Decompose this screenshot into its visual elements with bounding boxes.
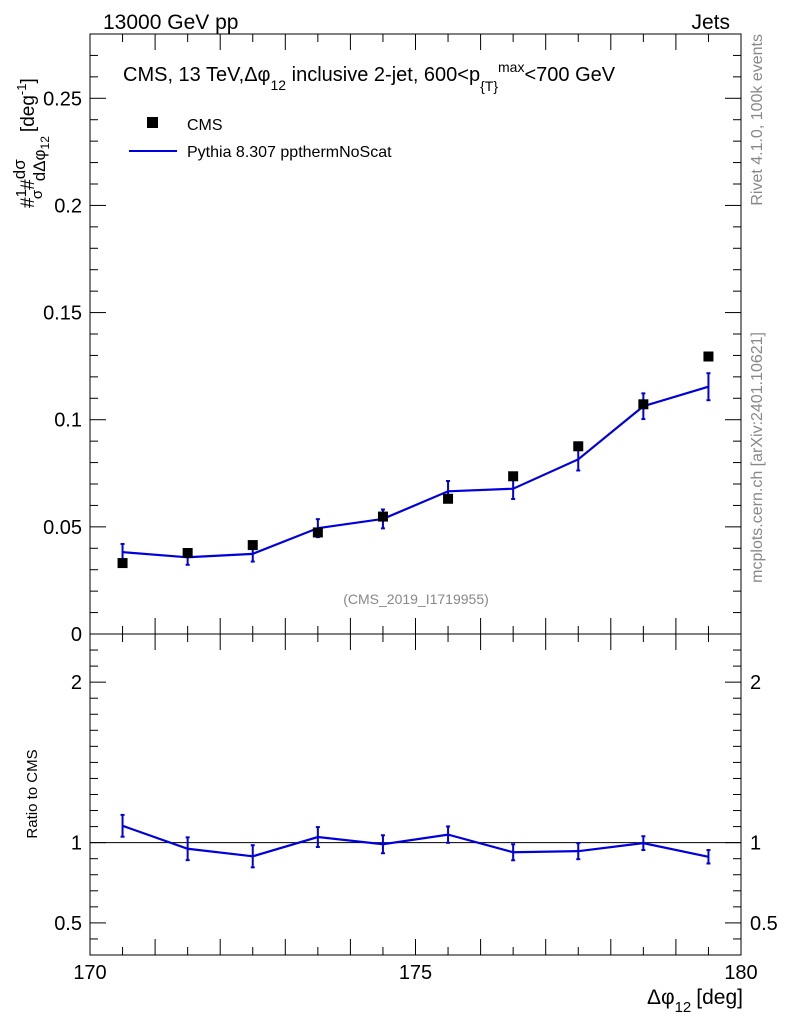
ratio-pythia-line: [122, 824, 709, 858]
ratio-ticks: 0.5 0.5 1 1 2 2 170 175 180: [54, 634, 778, 984]
main-ytick-label: 0: [71, 624, 82, 646]
svg-text:#1σ#dσdΔφ12[deg-1]: #1σ#dσdΔφ12[deg-1]: [10, 78, 52, 208]
main-ytick-label: 0.25: [43, 88, 82, 110]
legend-cms-marker: [147, 117, 158, 128]
cms-data-point: [117, 558, 128, 569]
cms-data-point: [443, 493, 454, 504]
mcplots-label: mcplots.cern.ch [arXiv:2401.10621]: [749, 332, 766, 583]
main-ytick-label: 0.15: [43, 303, 82, 325]
main-ytick-label: 0.05: [43, 517, 82, 539]
main-plot-area: [117, 351, 714, 569]
cms-data-point: [182, 548, 193, 558]
ratio-plot-area: [90, 813, 741, 869]
ratio-ytick-label: 1: [71, 833, 82, 855]
ratio-ytick-label: 2: [71, 672, 82, 694]
cms-data-point: [377, 511, 388, 522]
ratio-frame: [89, 633, 742, 956]
cms-data-point: [508, 471, 519, 482]
legend-pythia-label: Pythia 8.307 ppthermNoScat: [187, 144, 392, 161]
ratio-ylabel: Ratio to CMS: [24, 749, 41, 838]
cms-data-point: [703, 351, 714, 362]
xtick-label: 180: [724, 962, 757, 984]
main-ytick-label: 0.2: [54, 195, 82, 217]
main-ticks: 0 0.05 0.1 0.15 0.2 0.25: [43, 34, 742, 646]
header-right: Jets: [691, 11, 730, 34]
xtick-label: 175: [399, 962, 432, 984]
cms-data-point: [638, 399, 649, 410]
ratio-ytick-label-right: 0.5: [750, 913, 778, 935]
main-ytick-label: 0.1: [54, 410, 82, 432]
header-left: 13000 GeV pp: [103, 11, 238, 34]
cms-data-point: [312, 527, 323, 538]
cms-data-point: [247, 540, 258, 551]
ratio-ytick-label-right: 2: [750, 672, 761, 694]
ratio-ytick-label-right: 1: [750, 833, 761, 855]
main-ylabel: #1σ#dσdΔφ12[deg-1]: [10, 78, 52, 208]
xtick-label: 170: [73, 962, 106, 984]
ratio-ytick-label: 0.5: [54, 913, 82, 935]
legend-cms-label: CMS: [187, 117, 223, 134]
rivet-label: Rivet 4.1.0, 100k events: [749, 34, 766, 206]
pythia-line: [122, 385, 709, 559]
analysis-watermark: (CMS_2019_I1719955): [343, 591, 489, 607]
cms-data-point: [573, 441, 584, 452]
x-axis-label: Δφ12 [deg]: [647, 986, 743, 1016]
main-title: CMS, 13 TeV,Δφ12 inclusive 2-jet, 600<p{…: [123, 59, 616, 94]
